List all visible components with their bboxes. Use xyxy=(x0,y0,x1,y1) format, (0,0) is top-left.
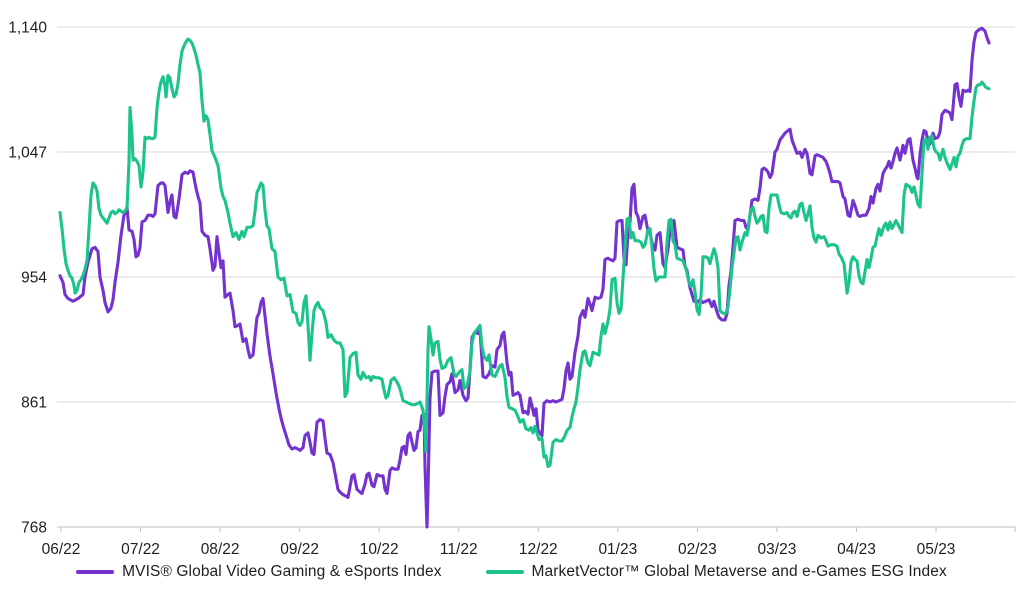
x-axis-label-11/22: 11/22 xyxy=(440,541,478,558)
series-line-0 xyxy=(58,26,991,529)
x-axis-label-03/23: 03/23 xyxy=(758,541,797,558)
x-axis-label-05/23: 05/23 xyxy=(917,541,956,558)
x-axis-label-04/23: 04/23 xyxy=(837,541,876,558)
x-axis-label-01/23: 01/23 xyxy=(598,541,637,558)
legend-item-esg: MarketVector™ Global Metaverse and e-Gam… xyxy=(485,563,947,581)
legend-item-mvis: MVIS® Global Video Gaming & eSports Inde… xyxy=(76,563,441,581)
x-axis-label-09/22: 09/22 xyxy=(280,541,319,558)
x-axis-label-02/23: 02/23 xyxy=(678,541,717,558)
y-axis-label-861: 861 xyxy=(21,395,47,412)
x-axis-label-08/22: 08/22 xyxy=(201,541,240,558)
legend-swatch-mvis-icon xyxy=(76,570,115,574)
y-axis-label-768: 768 xyxy=(21,520,47,537)
y-axis-label-1140: 1,140 xyxy=(8,20,47,37)
x-axis-label-07/22: 07/22 xyxy=(121,541,160,558)
x-axis-label-10/22: 10/22 xyxy=(360,541,399,558)
series-line-1 xyxy=(58,37,991,469)
legend-swatch-esg-icon xyxy=(485,570,524,574)
legend: MVIS® Global Video Gaming & eSports Inde… xyxy=(0,563,1023,581)
x-axis-label-06/22: 06/22 xyxy=(42,541,81,558)
y-axis-label-954: 954 xyxy=(21,270,47,287)
y-axis-label-1047: 1,047 xyxy=(8,145,47,162)
legend-label-mvis: MVIS® Global Video Gaming & eSports Inde… xyxy=(122,563,442,580)
legend-label-esg: MarketVector™ Global Metaverse and e-Gam… xyxy=(531,563,947,580)
x-axis-label-12/22: 12/22 xyxy=(519,541,558,558)
